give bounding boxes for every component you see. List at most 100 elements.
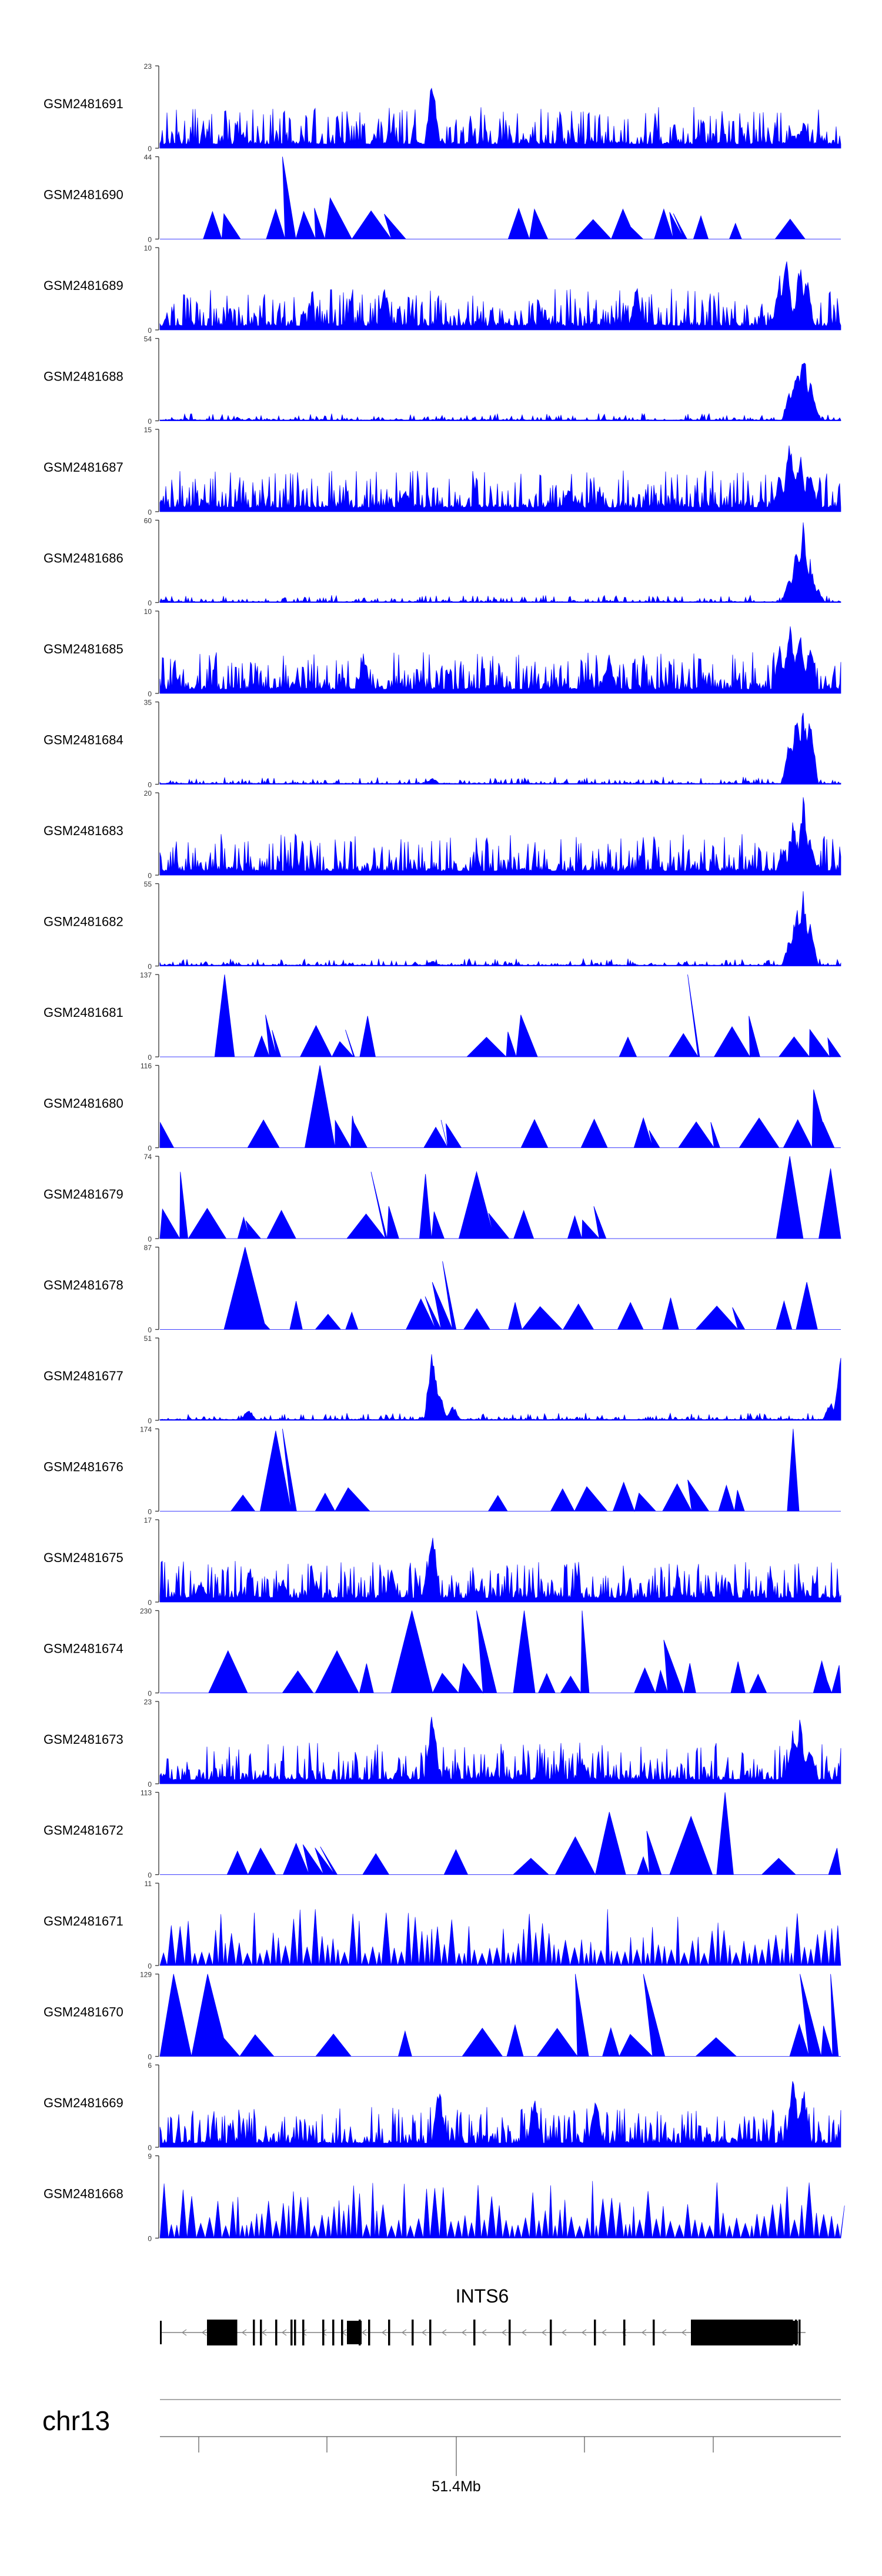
track-label: GSM2481681: [44, 1005, 123, 1020]
strand-arrow: [661, 2329, 667, 2336]
exon: [795, 2320, 797, 2345]
exon: [473, 2320, 476, 2345]
y-axis-max-label: 54: [144, 335, 152, 343]
track-label: GSM2481689: [44, 278, 123, 293]
exon: [302, 2320, 305, 2345]
track-label: GSM2481670: [44, 2005, 123, 2020]
y-axis-min-label: 0: [148, 326, 152, 335]
y-axis-min-label: 0: [148, 145, 152, 153]
y-axis-min-label: 0: [148, 2053, 152, 2061]
gene-annotation: INTS6: [160, 2285, 806, 2345]
y-axis-min-label: 0: [148, 1962, 152, 1970]
y-axis-max-label: 230: [140, 1607, 152, 1616]
exon-block: [160, 2321, 162, 2344]
y-axis-min-label: 0: [148, 963, 152, 971]
track-label: GSM2481671: [44, 1914, 123, 1928]
track-label: GSM2481668: [44, 2187, 123, 2201]
coverage-area: [159, 1156, 841, 1240]
y-axis-min-label: 0: [148, 1326, 152, 1334]
y-axis-max-label: 44: [144, 154, 152, 162]
strand-arrow: [421, 2329, 427, 2336]
coverage-area: [159, 713, 841, 785]
track-label: GSM2481669: [44, 2095, 123, 2110]
strand-arrow: [281, 2329, 287, 2336]
coverage-area: [159, 88, 841, 149]
coverage-area: [160, 1792, 841, 1876]
track-label: GSM2481680: [44, 1096, 123, 1111]
coverage-area: [159, 522, 841, 603]
track-label: GSM2481690: [44, 188, 123, 202]
gene-label: INTS6: [456, 2285, 509, 2307]
track-label: GSM2481687: [44, 460, 123, 475]
track-GSM2481683: GSM2481683 20 0: [44, 789, 841, 880]
track-label: GSM2481679: [44, 1187, 123, 1202]
y-axis-max-label: 35: [144, 699, 152, 707]
y-axis-max-label: 6: [148, 2061, 152, 2070]
track-GSM2481691: GSM2481691 23 0: [44, 62, 841, 153]
track-GSM2481687: GSM2481687 15 0: [44, 426, 841, 516]
coverage-area: [160, 1429, 841, 1512]
y-axis-max-label: 23: [144, 1698, 152, 1706]
exon-block: [691, 2320, 791, 2345]
track-GSM2481672: GSM2481672 113 0: [44, 1789, 841, 1880]
track-GSM2481689: GSM2481689 10 0: [44, 244, 841, 335]
y-axis-max-label: 113: [141, 1789, 152, 1797]
strand-arrow: [361, 2329, 367, 2336]
strand-arrow: [641, 2329, 647, 2336]
strand-arrow: [201, 2329, 207, 2336]
y-axis-min-label: 0: [148, 1871, 152, 1880]
y-axis-max-label: 87: [144, 1244, 152, 1252]
exon: [388, 2320, 390, 2345]
y-axis-min-label: 0: [148, 872, 152, 880]
coverage-area: [159, 261, 841, 331]
coverage-area: [159, 2181, 845, 2239]
y-axis-min-label: 0: [148, 2235, 152, 2243]
track-GSM2481673: GSM2481673 23 0: [44, 1698, 841, 1788]
strand-arrow: [181, 2329, 187, 2336]
coverage-area: [160, 1610, 841, 1694]
y-axis-max-label: 174: [140, 1426, 152, 1434]
y-axis-min-label: 0: [148, 1508, 152, 1516]
exon: [322, 2320, 325, 2345]
y-axis-min-label: 0: [148, 1780, 152, 1788]
exon: [799, 2320, 801, 2345]
strand-arrow: [601, 2329, 607, 2336]
exon: [509, 2320, 511, 2345]
track-label: GSM2481677: [44, 1369, 123, 1383]
y-axis-max-label: 11: [145, 1880, 152, 1888]
y-axis-max-label: 9: [148, 2153, 152, 2161]
coverage-area: [159, 797, 841, 876]
exon: [294, 2320, 296, 2345]
track-GSM2481669: GSM2481669 6 0: [44, 2061, 841, 2152]
track-GSM2481675: GSM2481675 17 0: [44, 1516, 841, 1607]
y-axis-max-label: 129: [140, 1971, 152, 1979]
strand-arrow: [481, 2329, 487, 2336]
track-GSM2481671: GSM2481671 11 0: [44, 1880, 841, 1970]
y-axis-max-label: 137: [140, 971, 152, 979]
strand-arrow: [541, 2329, 547, 2336]
track-label: GSM2481691: [44, 96, 123, 111]
coverage-area: [160, 1247, 841, 1330]
track-label: GSM2481675: [44, 1550, 123, 1565]
exon: [594, 2320, 596, 2345]
y-axis-max-label: 15: [144, 426, 152, 434]
strand-arrow: [461, 2329, 467, 2336]
coverage-area: [160, 974, 841, 1058]
y-axis-min-label: 0: [148, 781, 152, 789]
chromosome-axis-lines: [160, 2399, 841, 2476]
y-axis-max-label: 20: [144, 789, 152, 798]
coverage-area: [159, 626, 841, 694]
y-axis-min-label: 0: [148, 1417, 152, 1425]
strand-arrow: [681, 2329, 687, 2336]
exon: [341, 2320, 343, 2345]
coverage-area: [159, 2081, 841, 2148]
coverage-area: [159, 1974, 841, 2057]
track-GSM2481668: GSM2481668 9 0: [44, 2153, 845, 2243]
y-axis-min-label: 0: [148, 690, 152, 698]
coverage-tracks: GSM2481691230GSM2481690440GSM2481689100G…: [44, 62, 845, 2243]
track-GSM2481681: GSM2481681 137 0: [44, 971, 841, 1062]
coverage-area: [160, 156, 841, 240]
coverage-area: [159, 1909, 841, 1967]
y-axis-max-label: 60: [144, 517, 152, 525]
y-axis-min-label: 0: [148, 236, 152, 244]
